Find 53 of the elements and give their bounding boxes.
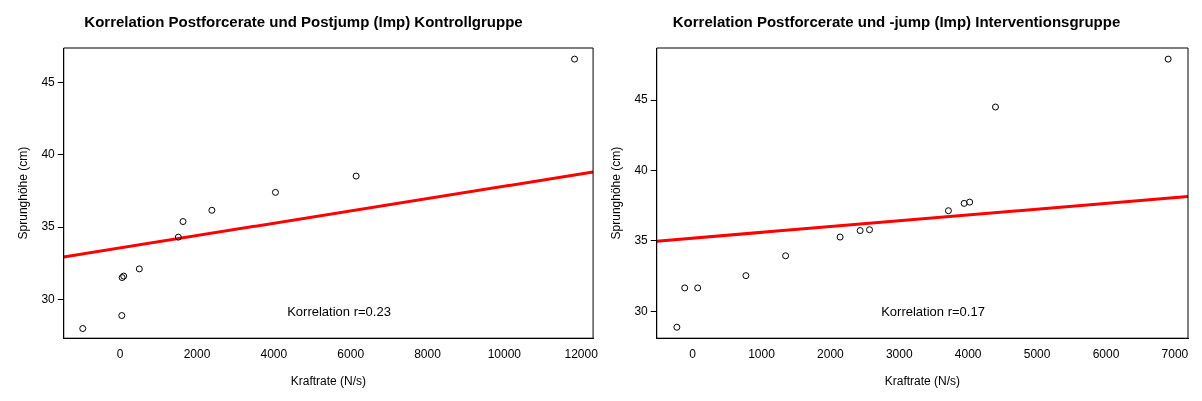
point — [866, 226, 874, 234]
y-axis-title: Sprunghöhe (cm) — [15, 146, 30, 240]
x-tick-label: 8000 — [414, 346, 442, 361]
point — [856, 227, 864, 235]
point — [118, 312, 126, 320]
x-axis-title: Kraftrate (N/s) — [290, 374, 367, 389]
x-tick-label: 7000 — [1161, 346, 1189, 361]
point — [179, 218, 187, 226]
point — [681, 284, 689, 292]
y-tick-label: 35 — [41, 219, 56, 234]
point — [960, 199, 968, 207]
x-tick-label: 3000 — [885, 346, 913, 361]
point — [742, 272, 750, 280]
x-axis-title: Kraftrate (N/s) — [884, 374, 961, 389]
x-tick-label: 0 — [689, 346, 697, 361]
point — [966, 198, 974, 206]
y-tick-label: 40 — [634, 162, 649, 177]
y-tick-label: 30 — [41, 291, 56, 306]
point — [571, 55, 579, 63]
point — [174, 233, 182, 241]
point — [79, 325, 87, 333]
x-tick-label: 1000 — [748, 346, 776, 361]
x-tick-label: 2000 — [183, 346, 211, 361]
point — [944, 207, 952, 215]
y-tick-label: 45 — [41, 74, 56, 89]
x-tick-label: 12000 — [564, 346, 599, 361]
point — [135, 265, 143, 273]
chart-title: Korrelation Postforcerate und -jump (Imp) Interventionsgruppe — [672, 13, 1121, 31]
x-tick-label: 4000 — [954, 346, 982, 361]
point — [271, 188, 279, 196]
point — [694, 284, 702, 292]
y-tick-label: 35 — [634, 233, 649, 248]
point — [991, 103, 999, 111]
x-tick-label: 6000 — [1092, 346, 1120, 361]
point — [352, 172, 360, 180]
x-tick-label: 4000 — [260, 346, 288, 361]
chart-title: Korrelation Postforcerate und Postjump (Imp) Kontrollgruppe — [84, 13, 523, 31]
y-tick-label: 30 — [634, 303, 649, 318]
x-tick-label: 2000 — [817, 346, 845, 361]
y-axis-title: Sprunghöhe (cm) — [608, 146, 623, 240]
point — [208, 206, 216, 214]
x-tick-label: 10000 — [487, 346, 522, 361]
y-tick-label: 45 — [634, 92, 649, 107]
y-tick-label: 40 — [41, 147, 56, 162]
point — [782, 252, 790, 260]
x-tick-label: 5000 — [1023, 346, 1051, 361]
annotation: Korrelation r=0.17 — [881, 303, 985, 319]
point — [673, 323, 681, 331]
x-tick-label: 6000 — [337, 346, 365, 361]
annotation: Korrelation r=0.23 — [287, 303, 391, 319]
point — [836, 233, 844, 241]
point — [1164, 55, 1172, 63]
x-tick-label: 0 — [116, 346, 124, 361]
